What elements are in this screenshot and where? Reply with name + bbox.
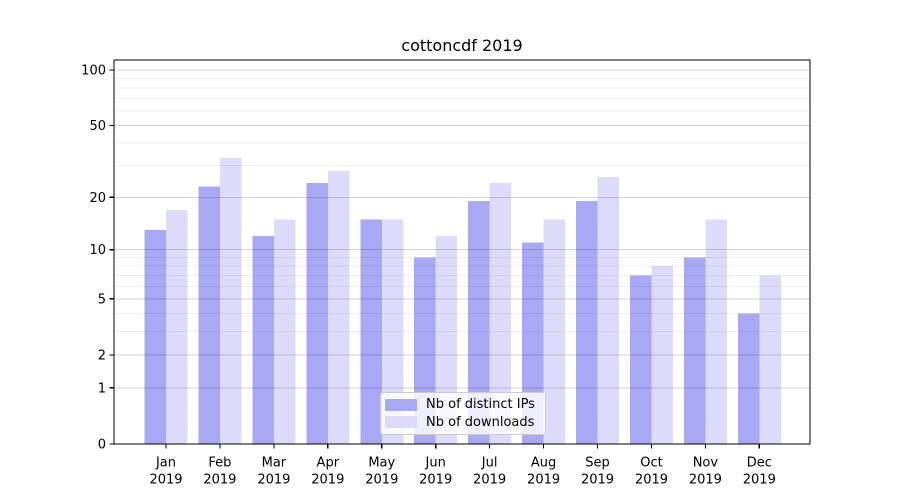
x-tick-label-feb-2019: Feb 2019 xyxy=(203,456,236,488)
y-tick-label-100: 100 xyxy=(81,64,106,79)
x-tick-label-dec-2019: Dec 2019 xyxy=(743,456,776,488)
bar-downloads-nov-2019 xyxy=(705,219,727,444)
legend: Nb of distinct IPs Nb of downloads xyxy=(380,392,546,435)
bar-downloads-oct-2019 xyxy=(651,265,673,444)
x-tick-label-aug-2019: Aug 2019 xyxy=(527,456,560,488)
legend-item-downloads: Nb of downloads xyxy=(385,415,537,430)
bar-downloads-jul-2019 xyxy=(489,183,512,444)
y-tick-label-0: 0 xyxy=(98,438,106,453)
bar-distinct-ips-apr-2019 xyxy=(306,183,328,444)
bar-downloads-dec-2019 xyxy=(759,275,781,444)
y-tick-label-10: 10 xyxy=(89,243,106,258)
x-tick-label-jun-2019: Jun 2019 xyxy=(419,456,452,488)
y-tick-label-50: 50 xyxy=(89,119,106,134)
x-tick-label-jan-2019: Jan 2019 xyxy=(149,456,182,488)
y-tick-label-20: 20 xyxy=(89,191,106,206)
x-tick-label-sep-2019: Sep 2019 xyxy=(581,456,614,488)
legend-item-distinct-ips: Nb of distinct IPs xyxy=(385,397,537,412)
chart-title: cottoncdf 2019 xyxy=(401,36,523,55)
x-tick-label-may-2019: May 2019 xyxy=(365,456,398,488)
bar-distinct-ips-oct-2019 xyxy=(630,275,652,444)
bar-distinct-ips-jul-2019 xyxy=(468,201,490,444)
y-tick-label-2: 2 xyxy=(98,349,106,364)
bar-downloads-feb-2019 xyxy=(219,158,242,444)
bar-distinct-ips-nov-2019 xyxy=(683,257,706,444)
bar-distinct-ips-feb-2019 xyxy=(198,186,220,444)
bar-distinct-ips-dec-2019 xyxy=(737,313,760,444)
y-tick-label-5: 5 xyxy=(98,292,106,307)
legend-swatch-downloads xyxy=(385,416,417,429)
bar-downloads-aug-2019 xyxy=(543,219,566,444)
x-tick-label-nov-2019: Nov 2019 xyxy=(689,456,722,488)
x-tick-label-jul-2019: Jul 2019 xyxy=(473,456,506,488)
bar-downloads-apr-2019 xyxy=(327,171,350,444)
bar-downloads-may-2019 xyxy=(381,219,404,444)
y-tick-label-1: 1 xyxy=(98,381,106,396)
legend-swatch-distinct-ips xyxy=(385,398,417,411)
x-tick-label-apr-2019: Apr 2019 xyxy=(311,456,344,488)
bar-downloads-sep-2019 xyxy=(597,176,619,444)
bar-distinct-ips-jan-2019 xyxy=(144,230,166,444)
x-tick-label-oct-2019: Oct 2019 xyxy=(635,456,668,488)
bar-downloads-mar-2019 xyxy=(273,219,296,444)
x-tick-label-mar-2019: Mar 2019 xyxy=(257,456,290,488)
bar-distinct-ips-may-2019 xyxy=(360,219,382,444)
legend-label-downloads: Nb of downloads xyxy=(426,414,535,430)
bar-distinct-ips-sep-2019 xyxy=(576,201,598,444)
bar-downloads-jan-2019 xyxy=(166,209,188,444)
plot-border xyxy=(113,59,811,445)
bar-distinct-ips-mar-2019 xyxy=(252,236,274,444)
legend-label-distinct-ips: Nb of distinct IPs xyxy=(426,397,535,413)
